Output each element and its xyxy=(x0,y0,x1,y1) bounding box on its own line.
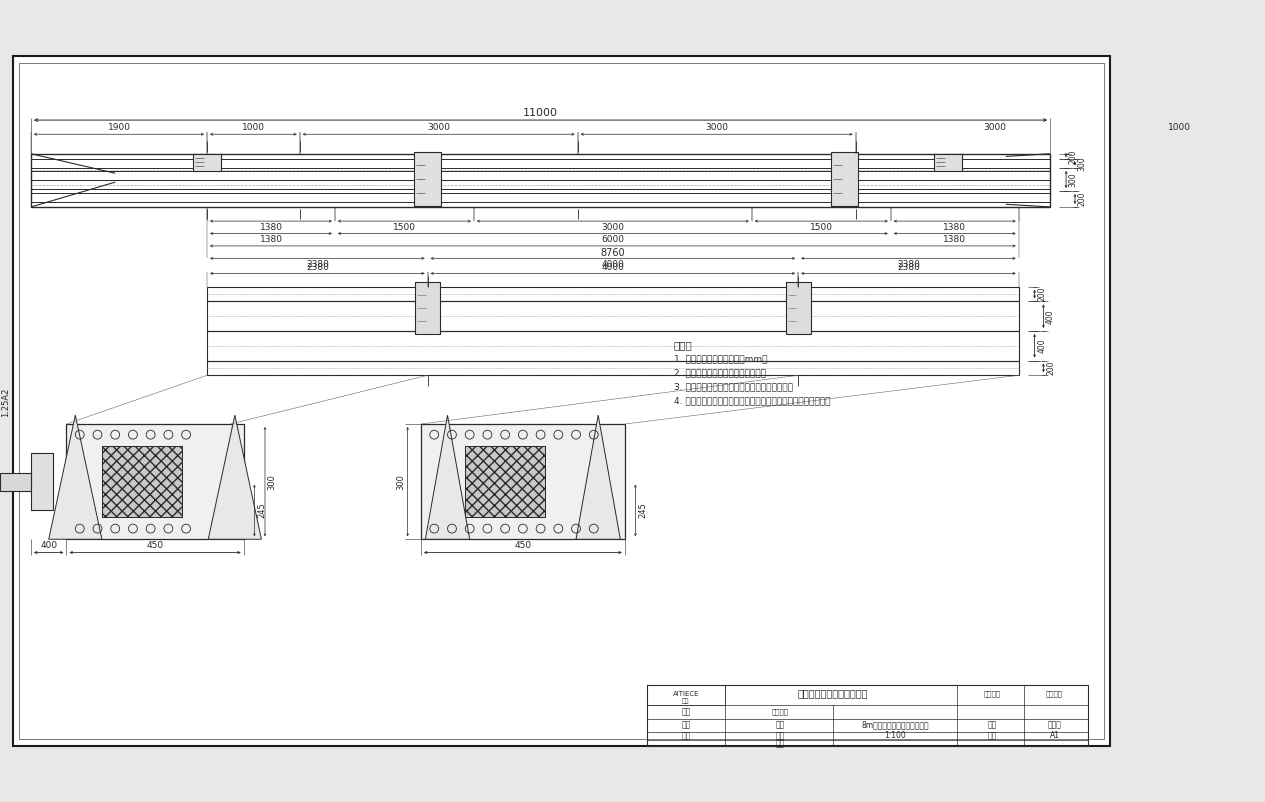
Text: 2380: 2380 xyxy=(897,262,920,272)
Polygon shape xyxy=(576,415,620,539)
Text: 3. 图中未标明结构构件及尺寸详相应结构图纸。: 3. 图中未标明结构构件及尺寸详相应结构图纸。 xyxy=(673,383,792,391)
Text: 400: 400 xyxy=(40,541,57,550)
Text: 1380: 1380 xyxy=(259,223,282,232)
Text: AITIECE: AITIECE xyxy=(673,691,700,697)
Text: 1380: 1380 xyxy=(259,235,282,245)
Text: 2380: 2380 xyxy=(897,260,920,269)
Bar xyxy=(786,282,811,334)
Text: 比例: 比例 xyxy=(775,731,784,740)
Text: 项目名称: 项目名称 xyxy=(772,709,788,715)
Polygon shape xyxy=(425,415,469,539)
Text: 2380: 2380 xyxy=(306,260,329,269)
Text: 6000: 6000 xyxy=(601,235,625,245)
Text: 上海新马建材科技有限公司: 上海新马建材科技有限公司 xyxy=(798,688,868,699)
Text: 4000: 4000 xyxy=(601,262,625,272)
Text: 3000: 3000 xyxy=(983,124,1006,132)
Text: 版次: 版次 xyxy=(988,731,997,740)
Text: 4000: 4000 xyxy=(601,260,625,269)
Bar xyxy=(32,453,53,510)
Bar xyxy=(67,424,244,539)
Bar xyxy=(646,686,1088,746)
Text: 图名: 图名 xyxy=(775,720,784,729)
Text: 1380: 1380 xyxy=(944,235,966,245)
Bar xyxy=(466,446,545,517)
Text: 200: 200 xyxy=(1069,149,1078,164)
Text: 全成图: 全成图 xyxy=(1047,720,1061,729)
Text: 1000: 1000 xyxy=(1169,124,1192,132)
Text: 300: 300 xyxy=(396,474,405,489)
Text: 设计: 设计 xyxy=(682,707,691,716)
Text: 300: 300 xyxy=(1078,156,1087,171)
Text: 245: 245 xyxy=(638,503,648,518)
Text: 245: 245 xyxy=(257,503,266,518)
Bar xyxy=(415,282,440,334)
Text: 设计阶段: 设计阶段 xyxy=(1046,691,1063,697)
Text: 8760: 8760 xyxy=(601,248,625,257)
Text: 400: 400 xyxy=(1037,338,1046,353)
Text: 450: 450 xyxy=(147,541,163,550)
Bar xyxy=(192,154,221,171)
Bar xyxy=(207,302,1018,331)
Bar xyxy=(0,473,32,491)
Text: 8m预应力砍破加固系统施工图: 8m预应力砍破加固系统施工图 xyxy=(861,720,929,729)
Text: 200: 200 xyxy=(1078,192,1087,206)
Polygon shape xyxy=(49,415,102,539)
Text: 说明：: 说明： xyxy=(673,340,692,350)
Text: 日期: 日期 xyxy=(775,739,784,748)
Text: 1900: 1900 xyxy=(108,124,130,132)
Text: 450: 450 xyxy=(515,541,531,550)
Text: 11000: 11000 xyxy=(524,108,558,119)
Text: 3000: 3000 xyxy=(705,124,729,132)
Text: 项目编号: 项目编号 xyxy=(984,691,1001,697)
Text: 1380: 1380 xyxy=(944,223,966,232)
Text: 300: 300 xyxy=(268,474,277,489)
Text: 校对: 校对 xyxy=(682,720,691,729)
Bar xyxy=(102,446,182,517)
Bar xyxy=(207,286,1018,302)
Text: 1000: 1000 xyxy=(242,124,264,132)
Text: 图号: 图号 xyxy=(988,720,997,729)
Text: 图简: 图简 xyxy=(682,699,689,704)
Bar xyxy=(102,446,182,517)
Text: 1:100: 1:100 xyxy=(884,731,906,740)
Bar xyxy=(207,361,1018,375)
Text: 1.25A2: 1.25A2 xyxy=(1,387,10,416)
Bar xyxy=(421,424,625,539)
Bar xyxy=(207,331,1018,361)
Text: 200: 200 xyxy=(1037,287,1046,302)
Text: A1: A1 xyxy=(1050,731,1060,740)
Bar xyxy=(646,686,725,705)
Polygon shape xyxy=(209,415,262,539)
Text: 1. 图中未注明尺寸单位均为mm。: 1. 图中未注明尺寸单位均为mm。 xyxy=(673,354,767,363)
Bar xyxy=(466,446,545,517)
Text: 审核: 审核 xyxy=(682,731,691,740)
Bar xyxy=(934,154,963,171)
Text: 1500: 1500 xyxy=(393,223,416,232)
Text: 300: 300 xyxy=(1069,172,1078,187)
Text: 200: 200 xyxy=(1046,361,1055,375)
Text: 2. 图中未注明閔具尺寸详邔具图纸。: 2. 图中未注明閔具尺寸详邔具图纸。 xyxy=(673,368,765,377)
Text: 3000: 3000 xyxy=(428,124,450,132)
Text: 2380: 2380 xyxy=(306,262,329,272)
Text: 400: 400 xyxy=(1046,309,1055,323)
Bar xyxy=(32,154,1050,207)
Bar xyxy=(831,152,858,206)
Text: 3000: 3000 xyxy=(601,223,625,232)
Text: 1500: 1500 xyxy=(810,223,832,232)
Bar xyxy=(414,152,440,206)
Text: 4. 本图纸仅供设计、施工参考，具体尺寸定位以设计图纸为准。: 4. 本图纸仅供设计、施工参考，具体尺寸定位以设计图纸为准。 xyxy=(673,396,830,406)
